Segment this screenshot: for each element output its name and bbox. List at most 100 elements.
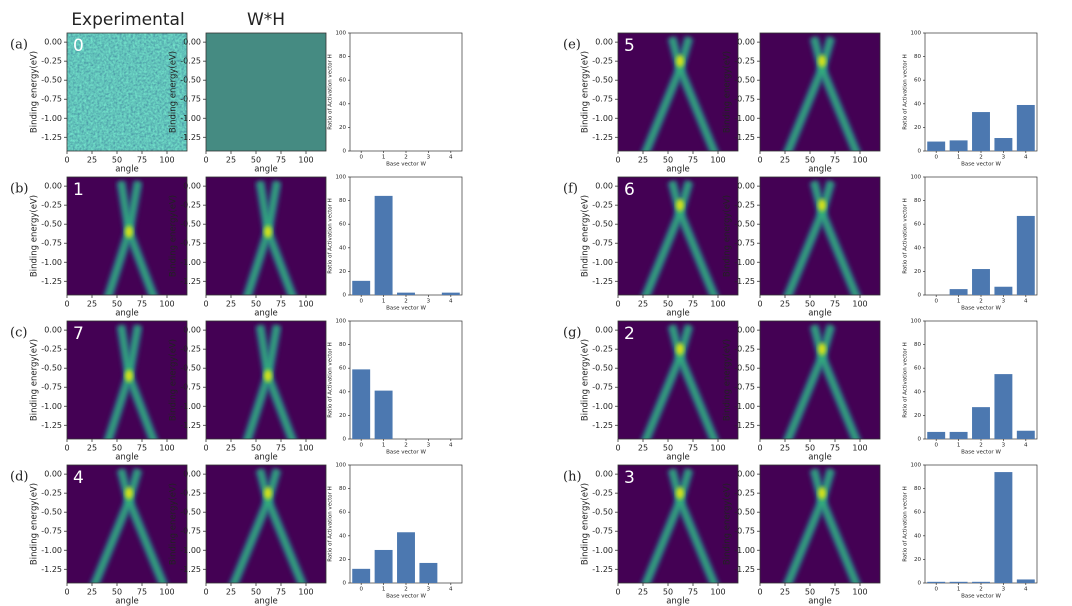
panel-label: (g): [563, 326, 581, 341]
y-tick-label: -0.75: [41, 527, 62, 536]
x-tick-label: 75: [830, 444, 840, 453]
x-tick-label: 0: [615, 444, 620, 453]
y-tick-label: 40: [914, 245, 921, 251]
x-tick-label: 100: [298, 156, 313, 165]
hot-spot: [125, 225, 133, 238]
y-tick-label: -0.25: [41, 489, 62, 498]
bar: [441, 292, 460, 295]
y-tick-label: 100: [911, 31, 922, 37]
y-tick-label: -1.25: [41, 133, 62, 142]
heatmap: [618, 177, 738, 295]
plot-frame: [349, 32, 463, 152]
x-tick-label: 3: [427, 299, 431, 305]
x-tick-label: 100: [159, 156, 174, 165]
plot-frame: [759, 320, 881, 440]
x-tick-label: 25: [638, 156, 648, 165]
component-number: 3: [624, 468, 635, 488]
x-tick-label: 50: [112, 156, 122, 165]
heatmap: [67, 177, 187, 295]
heatmap: [67, 33, 187, 151]
x-tick-label: 25: [780, 156, 790, 165]
y-tick-label: 0.00: [737, 326, 755, 335]
x-axis-label: angle: [115, 453, 139, 463]
component-number: 7: [73, 324, 84, 344]
y-tick-label: 0.00: [44, 38, 62, 47]
x-tick-label: 3: [1002, 587, 1006, 593]
hot-spot: [264, 369, 272, 382]
x-tick-label: 0: [615, 300, 620, 309]
y-tick-label: 20: [339, 557, 346, 563]
x-tick-label: 100: [298, 588, 313, 597]
x-axis-label: angle: [666, 165, 690, 175]
x-tick-label: 0: [359, 587, 363, 593]
band: [812, 469, 858, 583]
bar: [972, 581, 990, 583]
bar: [374, 390, 393, 439]
x-tick-label: 0: [359, 443, 363, 449]
x-tick-label: 0: [757, 444, 762, 453]
component-number: 0: [73, 36, 84, 56]
x-tick-label: 1: [957, 443, 961, 449]
y-tick-label: 0.00: [183, 470, 201, 479]
y-tick-label: -0.75: [180, 527, 201, 536]
y-tick-label: 40: [914, 389, 921, 395]
y-tick-label: -0.75: [180, 95, 201, 104]
x-tick-label: 100: [710, 588, 725, 597]
plot-frame: [617, 176, 739, 296]
x-tick-label: 3: [1002, 299, 1006, 305]
y-tick-label: -1.00: [734, 114, 755, 123]
plot-frame: [617, 464, 739, 584]
x-tick-label: 2: [404, 155, 408, 161]
x-tick-label: 75: [137, 156, 147, 165]
y-tick-label: 20: [914, 413, 921, 419]
x-tick-label: 0: [203, 300, 208, 309]
y-tick-label: 20: [914, 269, 921, 275]
x-axis-label: angle: [666, 453, 690, 463]
y-tick-label: 20: [339, 269, 346, 275]
x-tick-label: 50: [805, 156, 815, 165]
x-tick-label: 50: [805, 588, 815, 597]
bar: [352, 369, 371, 439]
heatmap: [67, 321, 187, 439]
x-tick-label: 4: [449, 299, 453, 305]
heatmap: [618, 465, 738, 583]
y-tick-label: -1.00: [41, 114, 62, 123]
y-tick-label: 0.00: [183, 182, 201, 191]
y-tick-label: 40: [339, 245, 346, 251]
x-tick-label: 25: [780, 588, 790, 597]
y-tick-label: 100: [911, 463, 922, 469]
y-tick-label: 40: [914, 101, 921, 107]
plot-frame: [66, 32, 188, 152]
x-tick-label: 75: [276, 588, 286, 597]
x-tick-label: 100: [852, 156, 867, 165]
y-axis-label: Ratio of Activation vector H: [328, 54, 334, 130]
x-tick-label: 100: [159, 588, 174, 597]
x-tick-label: 50: [805, 444, 815, 453]
x-tick-label: 0: [934, 299, 938, 305]
y-tick-label: -0.50: [734, 364, 755, 373]
heatmap: [760, 177, 880, 295]
y-tick-label: -0.50: [734, 220, 755, 229]
x-tick-label: 100: [852, 588, 867, 597]
hot-spot: [676, 55, 684, 68]
plot-frame: [924, 464, 1038, 584]
y-tick-label: -0.50: [41, 220, 62, 229]
y-axis-label: Binding energy(eV): [723, 483, 733, 565]
band: [670, 469, 716, 583]
y-tick-label: -0.25: [41, 345, 62, 354]
x-tick-label: 75: [830, 156, 840, 165]
y-tick-label: -1.25: [180, 277, 201, 286]
x-axis-label: angle: [808, 453, 832, 463]
y-tick-label: -1.00: [734, 258, 755, 267]
y-tick-label: -1.25: [41, 565, 62, 574]
x-axis-label: Base vector W: [961, 594, 1001, 600]
x-axis-label: angle: [115, 309, 139, 319]
x-tick-label: 3: [1002, 155, 1006, 161]
y-tick-label: -0.25: [180, 57, 201, 66]
y-tick-label: 0.00: [595, 470, 613, 479]
x-tick-label: 75: [276, 444, 286, 453]
y-tick-label: -1.00: [41, 546, 62, 555]
x-tick-label: 2: [404, 587, 408, 593]
y-tick-label: 80: [339, 486, 346, 492]
y-tick-label: -0.50: [592, 364, 613, 373]
